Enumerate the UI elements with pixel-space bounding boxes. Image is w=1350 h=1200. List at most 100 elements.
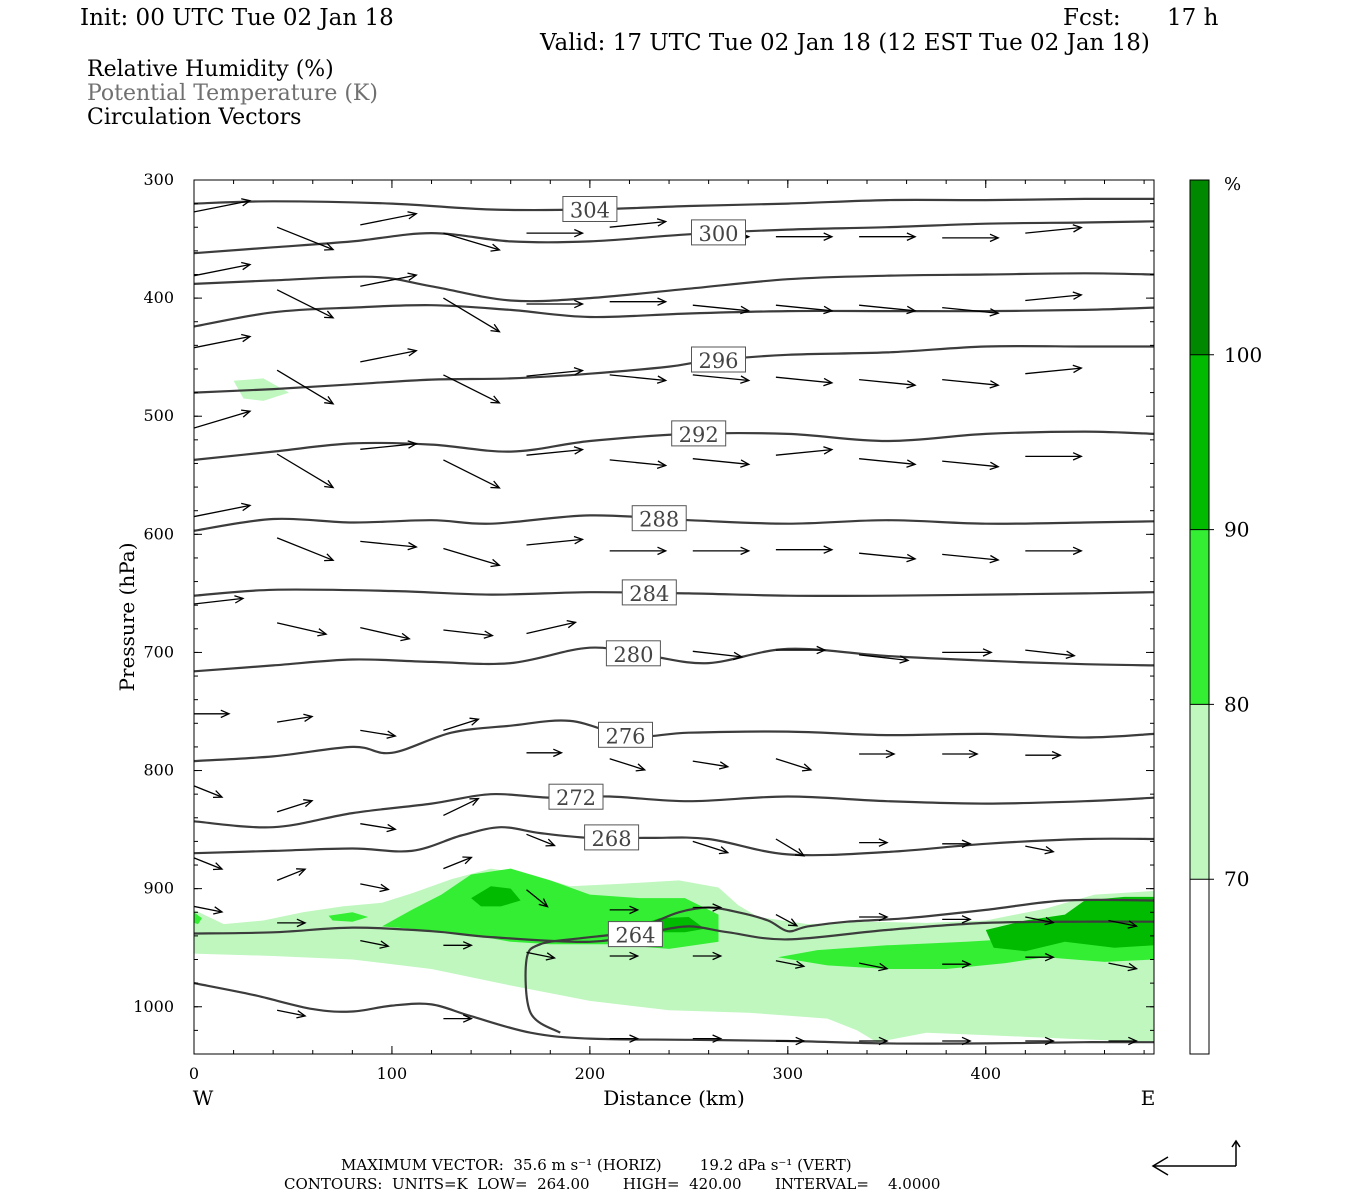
vector-head [989, 554, 1000, 564]
vector-shaft [360, 274, 417, 287]
vector-shaft [1025, 367, 1082, 375]
vector-arrow [692, 951, 723, 961]
contour-label-box [584, 824, 640, 851]
vector-head [961, 839, 972, 848]
vector-head [656, 218, 668, 227]
theta-contour-280 [194, 646, 1154, 673]
contour-label-text: 300 [698, 222, 738, 246]
vector-head [490, 558, 501, 568]
vector-head [407, 348, 418, 357]
vector-head [490, 395, 501, 404]
vector-arrow [526, 228, 585, 238]
vector-shaft [775, 914, 798, 927]
vector-arrow [526, 889, 549, 908]
vector-head [407, 272, 418, 281]
vector-head [795, 1036, 806, 1046]
vector-shaft [775, 758, 812, 771]
vector-arrow [360, 626, 411, 642]
vector-shaft [692, 304, 749, 312]
vector-head [386, 823, 397, 833]
vector-arrow [942, 915, 972, 924]
vector-arrow [1025, 1036, 1055, 1046]
contour-label-text: 292 [679, 423, 719, 447]
vector-head [629, 1034, 640, 1043]
plot-frame [193, 179, 1155, 1055]
vector-head [1065, 650, 1076, 660]
vector-head [899, 655, 910, 664]
vector-head [469, 797, 480, 806]
vector-shaft [360, 939, 389, 947]
vector-shaft [692, 458, 749, 465]
vector-arrow [775, 758, 813, 772]
vector-arrow [276, 453, 335, 489]
vector-shaft [1025, 294, 1082, 302]
vector-shaft [276, 715, 313, 723]
vector-shaft [276, 453, 334, 489]
vector-arrow [692, 458, 751, 468]
colorbar-label: 70 [1224, 867, 1249, 891]
vector-head [324, 479, 335, 489]
vector-shaft [942, 378, 999, 386]
vector-arrow [443, 232, 501, 252]
vector-shaft [692, 760, 728, 768]
contour-label-box [598, 721, 653, 748]
vector-arrow [859, 378, 917, 389]
vector-head [566, 619, 578, 629]
vector-head [296, 868, 307, 877]
vector-shaft [1025, 649, 1075, 657]
contour-label-text: 288 [639, 508, 679, 532]
forecast-hour: 17 h [1167, 5, 1219, 31]
contour-info-note: CONTOURS: UNITS=K LOW= 264.00 HIGH= 420.… [284, 1175, 941, 1193]
vector-arrow [526, 619, 578, 635]
vector-shaft [360, 540, 417, 548]
vector-arrow [859, 1036, 889, 1046]
vector-arrow [443, 459, 501, 489]
vector-head [379, 940, 390, 949]
vector-shaft [775, 838, 805, 857]
vector-shaft [1108, 919, 1137, 927]
vector-arrow [942, 960, 972, 969]
vector-arrow [859, 552, 917, 563]
vector-head [906, 553, 917, 563]
vector-shaft [942, 460, 999, 468]
vector-head [212, 862, 224, 871]
legend-circulation-vectors: Circulation Vectors [87, 105, 302, 130]
vector-head [1044, 1036, 1055, 1046]
colorbar-segment [1190, 354, 1209, 530]
vector-arrow [775, 304, 834, 315]
vector-shaft [443, 547, 500, 566]
vector-arrow [1108, 1036, 1139, 1046]
vector-arrow [360, 440, 418, 450]
vector-head [324, 242, 335, 251]
vector-arrow [859, 838, 889, 847]
theta-contour-300 [194, 220, 1154, 255]
vector-shaft [1025, 916, 1054, 924]
theta-contour-264 [194, 920, 1154, 944]
contour-label-text: 280 [613, 643, 653, 667]
vector-arrow [1025, 291, 1083, 302]
y-axis-label: Pressure (hPa) [115, 543, 139, 692]
vector-head [1051, 750, 1062, 760]
vector-shaft [360, 350, 417, 363]
forecast-label: Fcst: [1063, 5, 1121, 31]
vector-arrow [194, 198, 252, 213]
vector-arrow [1025, 952, 1055, 962]
vector-shaft [443, 297, 500, 333]
vector-arrow [194, 261, 252, 277]
vector-arrow [775, 960, 806, 969]
vector-shaft [276, 622, 327, 635]
contour-label-box [671, 420, 727, 447]
vector-arrow [360, 883, 390, 893]
circulation-vectors [194, 198, 1139, 1046]
vector-arrow [609, 546, 668, 556]
vector-arrow [942, 233, 1000, 243]
vector-arrow [360, 211, 418, 226]
vector-shaft [609, 459, 666, 467]
vector-arrow [1025, 649, 1076, 660]
vector-arrow [526, 748, 564, 758]
y-tick-label: 1000 [133, 997, 174, 1016]
vector-head [462, 856, 473, 865]
vector-arrow [775, 914, 799, 927]
vector-arrow [443, 547, 501, 568]
rh-region-8 [985, 896, 1154, 952]
